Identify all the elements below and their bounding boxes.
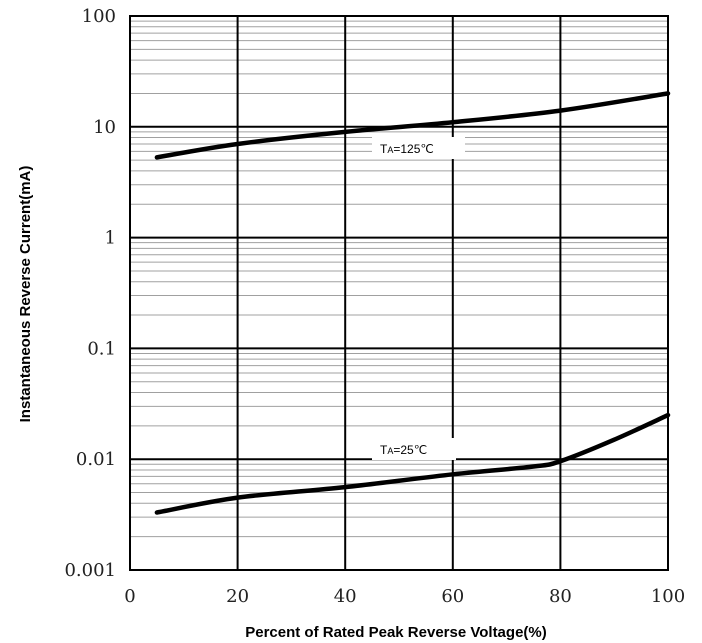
annotation-label: TA=125℃ [380, 142, 434, 156]
x-tick-label: 0 [124, 586, 135, 607]
x-tick-label: 100 [651, 586, 685, 607]
x-tick-label: 20 [226, 586, 249, 607]
y-tick-label: 10 [93, 117, 116, 138]
x-axis-title: Percent of Rated Peak Reverse Voltage(%) [245, 624, 547, 641]
annotation-label: TA=25℃ [380, 443, 427, 457]
series-line-ta-25c [154, 412, 671, 515]
tick-labels: 0 20 40 60 80 100 100 10 1 0.1 0.01 0.001 [64, 6, 685, 607]
x-tick-label: 80 [549, 586, 572, 607]
series-line-ta-125c [154, 91, 671, 160]
grid [129, 15, 669, 571]
y-tick-label: 0.01 [76, 449, 116, 470]
plot-frame [129, 15, 669, 571]
series-lines [154, 91, 671, 515]
y-tick-label: 1 [105, 228, 116, 249]
y-axis-title: Instantaneous Reverse Current(mA) [17, 166, 34, 423]
y-tick-label: 0.001 [64, 560, 116, 581]
y-tick-label: 0.1 [87, 338, 116, 359]
series-annotations: TA=125℃ TA=25℃ [372, 137, 465, 460]
annotation-background [372, 137, 465, 159]
x-tick-label: 40 [334, 586, 357, 607]
y-tick-label: 100 [82, 6, 116, 27]
series-annotation-ta-25c: TA=25℃ [372, 438, 456, 460]
series-annotation-ta-125c: TA=125℃ [372, 137, 465, 159]
annotation-background [372, 438, 456, 460]
x-tick-label: 60 [441, 586, 464, 607]
